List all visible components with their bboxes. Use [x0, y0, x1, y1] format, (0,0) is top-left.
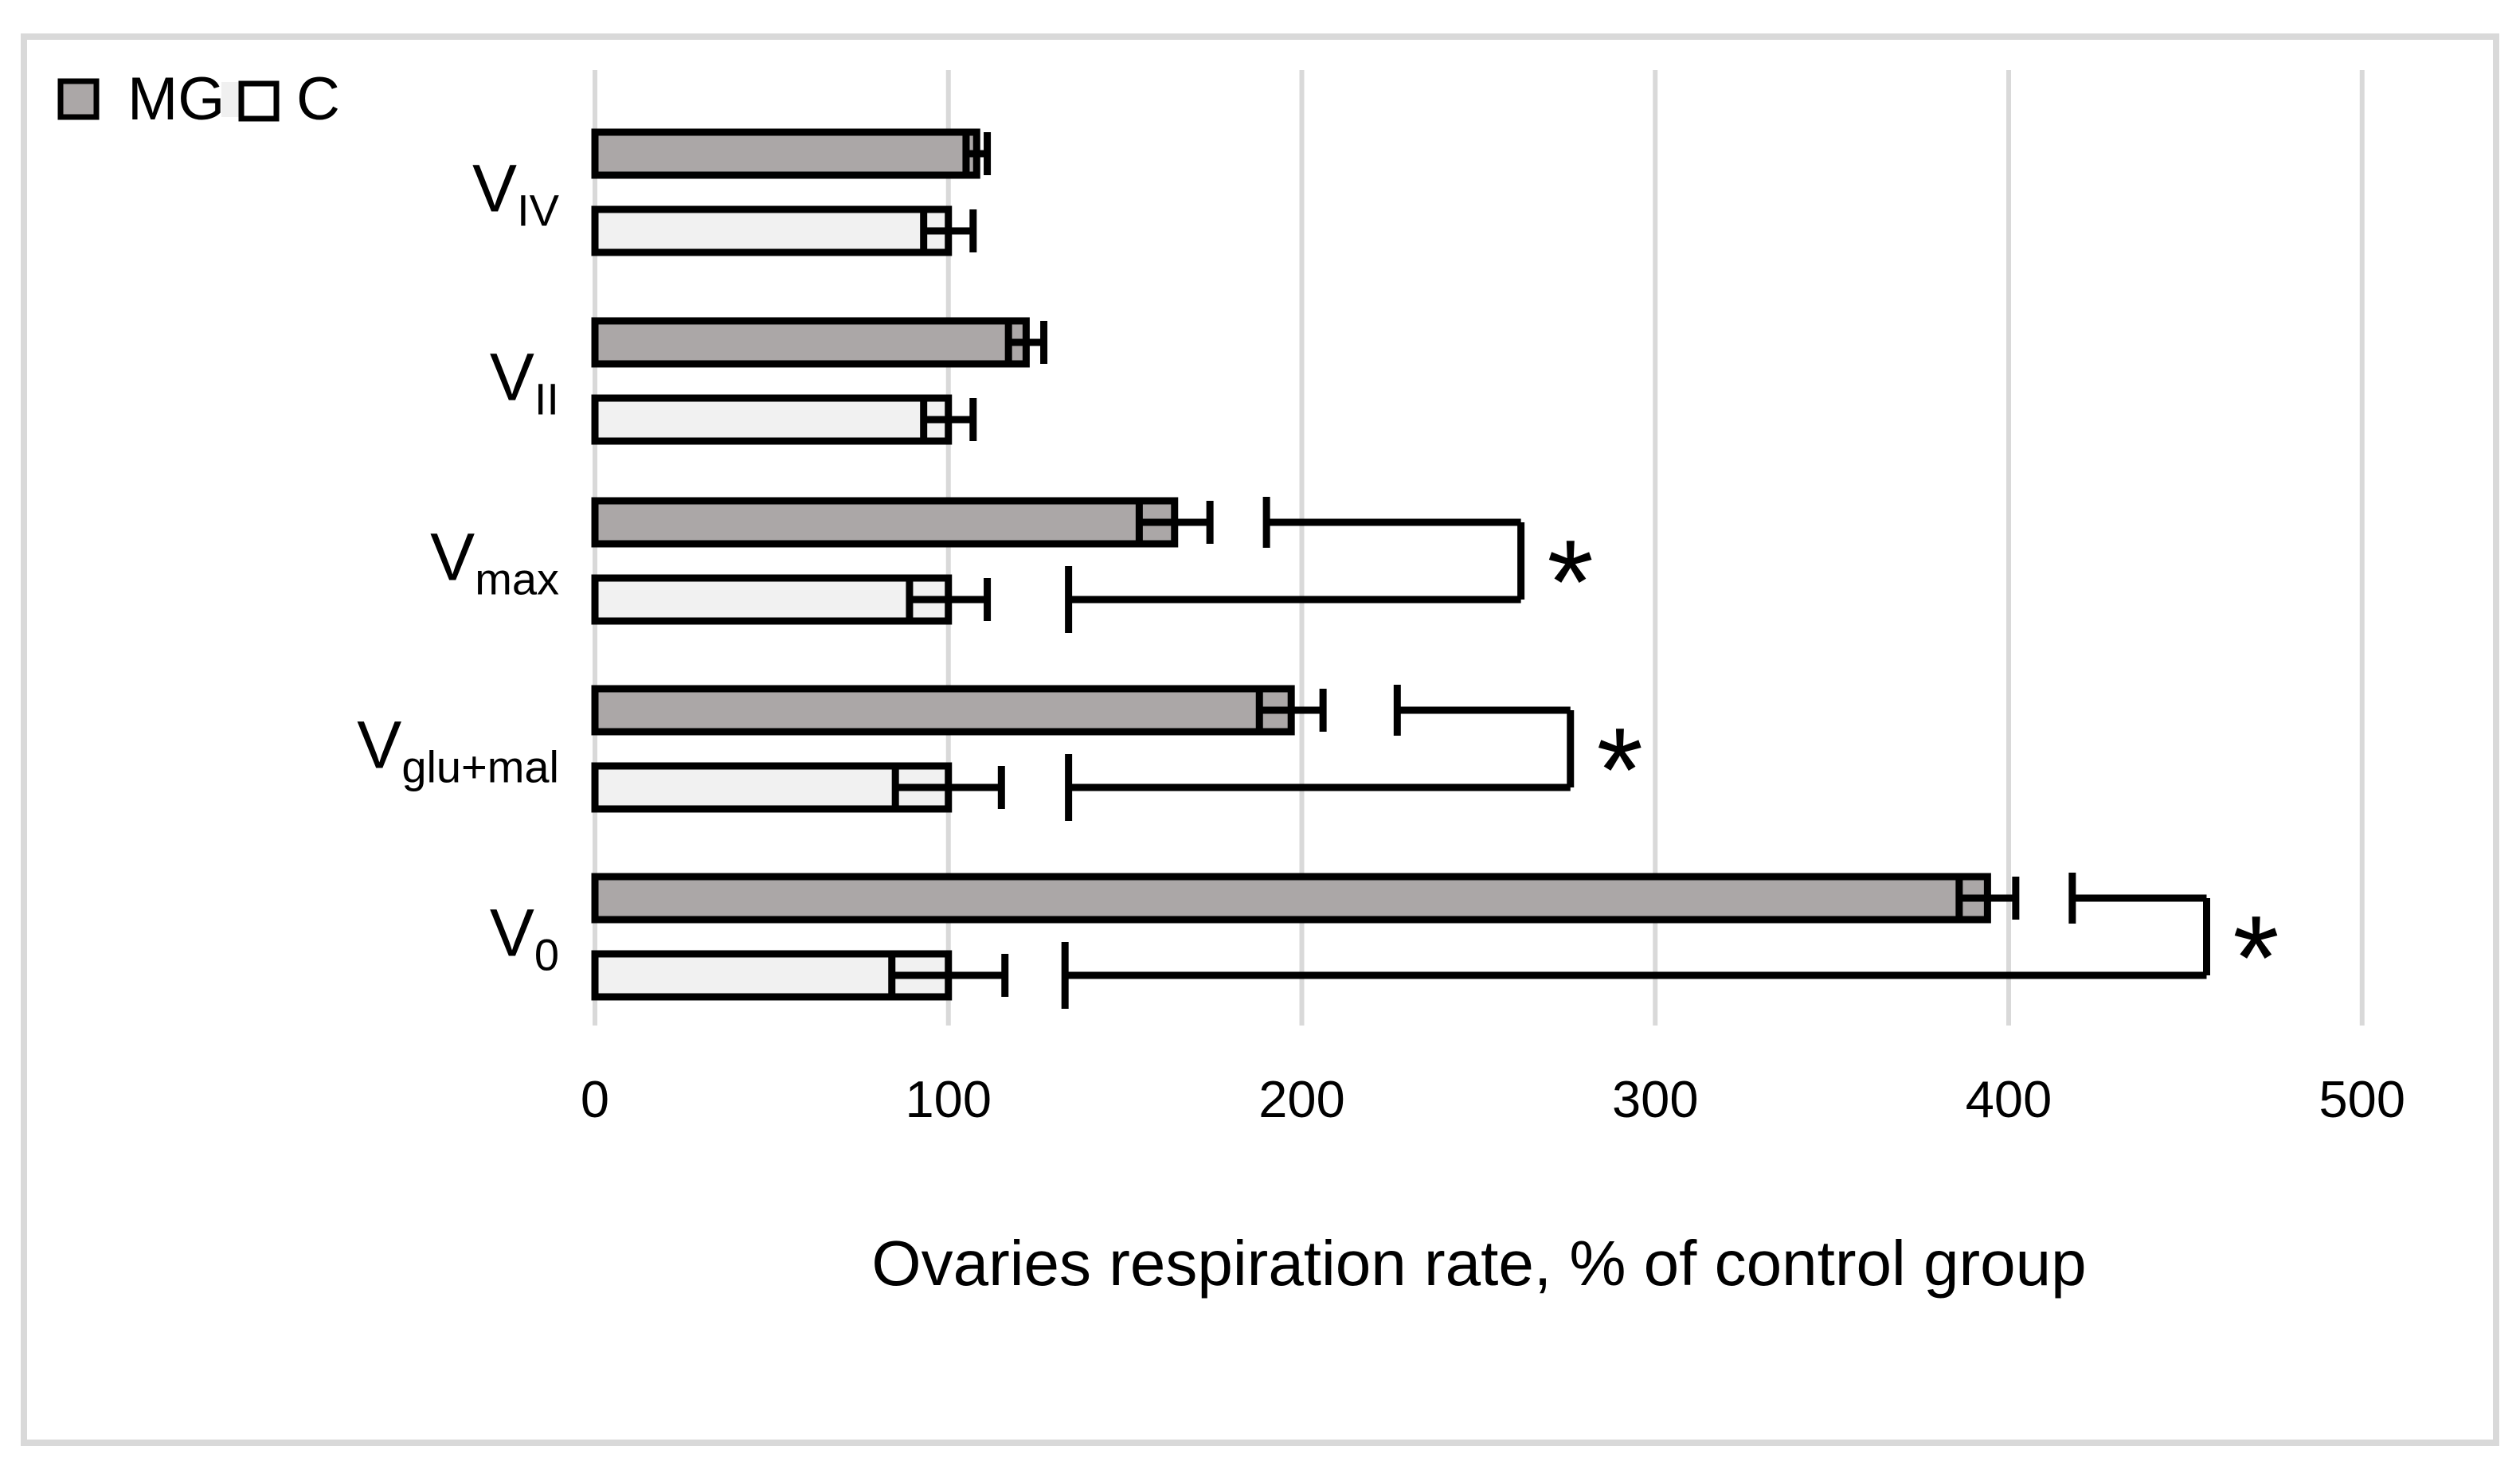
x-tick-label-0: 0: [581, 1070, 609, 1128]
error-bar-MG-V_II: [1004, 321, 1048, 364]
sig-bracket-V_max: *: [1065, 497, 1594, 649]
chart-frame: [21, 33, 2499, 1446]
error-bar-MG-V_max: [1135, 501, 1214, 544]
legend-label-mg: MG: [127, 65, 225, 133]
bar-C-V_II: [591, 394, 953, 445]
sig-asterisk-V_max: *: [1547, 515, 1593, 649]
x-tick-label-200: 200: [1258, 1070, 1344, 1128]
error-bar-MG-V_0: [1955, 877, 2020, 920]
bar-MG-V_II: [591, 317, 1030, 368]
legend: MG C: [57, 65, 340, 133]
legend-swatch-c: [238, 80, 280, 122]
bar-MG-V_IV: [591, 128, 980, 179]
legend-swatch-mg: [57, 78, 100, 120]
category-label-V_glu_mal: Vglu+mal: [357, 708, 559, 792]
x-tick-label-300: 300: [1612, 1070, 1698, 1128]
error-bar-C-V_0: [888, 954, 1009, 997]
bar-layer: [591, 128, 1991, 1001]
sig-bracket-V_glu_mal: *: [1065, 685, 1643, 837]
bar-MG-V_glu_mal: [591, 685, 1295, 736]
bar-C-V_glu_mal: [591, 762, 953, 813]
error-bar-layer: [888, 132, 2020, 997]
x-tick-label-400: 400: [1966, 1070, 2052, 1128]
x-axis-title: Ovaries respiration rate, % of control g…: [871, 1228, 2086, 1299]
x-tick-label-500: 500: [2319, 1070, 2405, 1128]
error-bar-C-V_glu_mal: [891, 766, 1005, 809]
bar-C-V_IV: [591, 205, 953, 256]
sig-bracket-V_0: *: [1061, 873, 2279, 1025]
category-label-V_0: V0: [490, 896, 559, 980]
x-tick-label-100: 100: [906, 1070, 992, 1128]
bar-MG-V_max: [591, 497, 1179, 548]
error-bar-MG-V_glu_mal: [1255, 689, 1327, 732]
sig-asterisk-V_glu_mal: *: [1597, 703, 1643, 837]
category-label-V_IV: VIV: [472, 151, 560, 236]
label-layer: VIV VII Vmax Vglu+mal V0 0 100 200 300 400 500: [357, 151, 2405, 1129]
category-label-V_II: VII: [490, 340, 559, 424]
legend-label-c: C: [296, 65, 340, 133]
significance-bracket-layer: ***: [1061, 497, 2279, 1025]
bar-MG-V_0: [591, 873, 1991, 924]
sig-asterisk-V_0: *: [2232, 891, 2279, 1025]
error-bar-C-V_max: [906, 578, 992, 621]
error-bar-MG-V_IV: [962, 132, 992, 175]
category-label-V_max: Vmax: [430, 520, 559, 604]
bar-C-V_max: [591, 574, 953, 625]
error-bar-C-V_II: [920, 398, 977, 441]
error-bar-C-V_IV: [920, 209, 977, 252]
